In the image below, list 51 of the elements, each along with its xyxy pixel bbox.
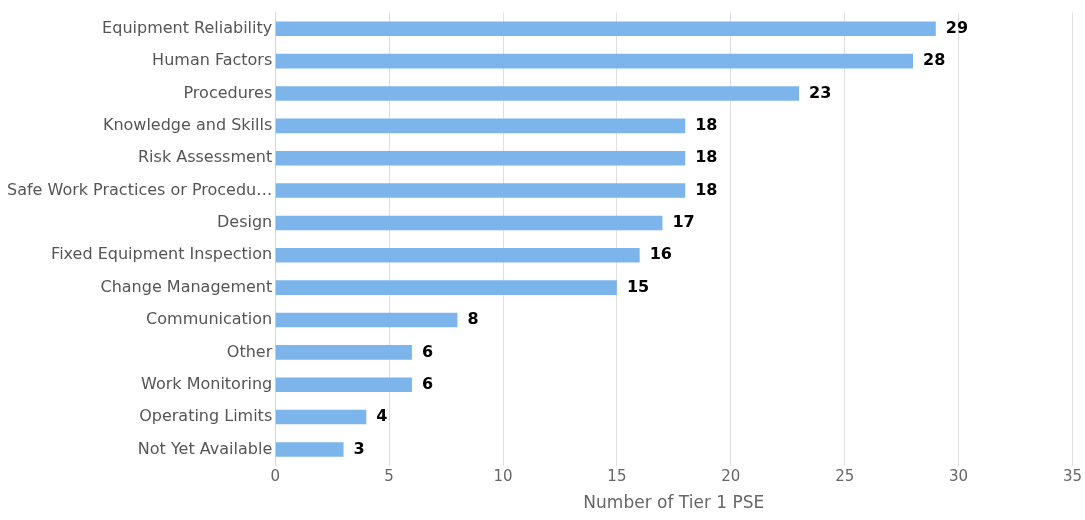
bar [275, 183, 686, 198]
y-tick-label: Design [216, 212, 273, 232]
y-tick-label: Communication [146, 309, 273, 329]
y-tick-label: Not Yet Available [137, 438, 273, 458]
bar [275, 21, 936, 37]
x-tick-label: 15 [607, 467, 627, 486]
data-label: 16 [649, 244, 672, 264]
x-tick-label: 30 [949, 467, 969, 486]
bar [275, 442, 344, 457]
bar [275, 248, 640, 263]
bar [275, 409, 367, 425]
bar [275, 118, 686, 134]
data-label: 3 [353, 438, 365, 458]
data-label: 6 [421, 341, 434, 361]
data-label: 8 [467, 309, 479, 329]
y-tick-label: Risk Assessment [137, 147, 273, 167]
y-tick-label: Other [226, 341, 273, 361]
bar [275, 312, 458, 328]
bar [275, 377, 412, 392]
bar [275, 345, 412, 360]
data-label: 29 [945, 17, 969, 37]
x-tick-label: 0 [270, 467, 280, 486]
bar [275, 86, 800, 101]
x-axis-title: Number of Tier 1 PSE [583, 492, 765, 513]
data-label: 18 [695, 147, 718, 167]
x-tick-label: 20 [721, 467, 741, 486]
x-tick-label: 10 [493, 467, 513, 486]
bar [275, 53, 914, 69]
data-label: 6 [421, 373, 434, 393]
y-tick-label: Human Factors [152, 50, 273, 70]
y-tick-label: Change Management [100, 276, 273, 296]
data-label: 18 [695, 115, 718, 135]
y-tick-label: Equipment Reliability [102, 17, 273, 37]
x-tick-label: 5 [384, 467, 394, 486]
y-tick-label: Work Monitoring [141, 373, 273, 393]
y-tick-label: Knowledge and Skills [102, 115, 273, 135]
y-tick-label: Fixed Equipment Inspection [51, 244, 273, 264]
bar [275, 150, 686, 166]
data-label: 17 [672, 212, 695, 232]
bar [275, 280, 617, 295]
y-tick-label: Safe Work Practices or Procedu… [6, 179, 273, 199]
y-tick-label: Operating Limits [139, 406, 273, 426]
data-label: 4 [376, 406, 388, 426]
data-label: 23 [809, 82, 832, 102]
x-tick-label: 25 [835, 467, 855, 486]
y-tick-label: Procedures [183, 82, 273, 102]
data-label: 15 [626, 276, 650, 296]
x-tick-label: 35 [1062, 467, 1082, 486]
data-label: 28 [923, 50, 946, 70]
data-label: 18 [695, 179, 718, 199]
bar [275, 215, 663, 231]
